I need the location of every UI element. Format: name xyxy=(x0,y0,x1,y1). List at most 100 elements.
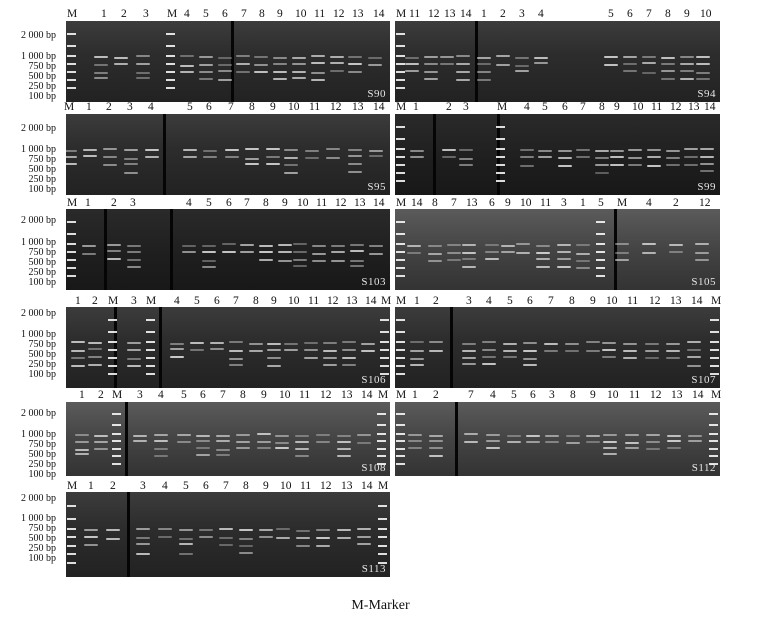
dna-band xyxy=(236,441,250,443)
dna-band xyxy=(628,157,642,159)
lane-label: 10 xyxy=(700,8,712,20)
dna-band xyxy=(249,343,263,345)
dna-band xyxy=(229,364,243,366)
dna-band xyxy=(348,155,362,157)
dna-band xyxy=(267,349,281,351)
dna-band xyxy=(357,528,371,530)
dna-band xyxy=(88,356,102,358)
dna-band xyxy=(647,149,661,151)
dna-band xyxy=(158,536,172,538)
dna-band xyxy=(296,545,310,547)
lane-label: 2 xyxy=(433,295,439,307)
ladder-band xyxy=(146,319,155,321)
ladder-band xyxy=(378,528,387,530)
ladder-band xyxy=(67,221,76,223)
ladder-band xyxy=(396,233,405,235)
dna-band xyxy=(687,365,701,367)
dna-band xyxy=(84,529,98,531)
lane-label: 8 xyxy=(249,101,255,113)
ladder-band xyxy=(378,562,387,564)
dna-band xyxy=(687,349,701,351)
ladder-band xyxy=(146,373,155,375)
dna-band xyxy=(106,538,120,540)
dna-band xyxy=(266,148,280,150)
dna-band xyxy=(462,266,476,268)
dna-band xyxy=(516,252,530,254)
lane-label: 9 xyxy=(271,295,277,307)
dna-band xyxy=(229,341,243,343)
bp-label: 1 000 bp xyxy=(21,513,56,524)
lane-label: 8 xyxy=(432,197,438,209)
dna-band xyxy=(520,149,534,151)
lane-label: 9 xyxy=(590,295,596,307)
dna-band xyxy=(642,72,656,74)
lane-label: M xyxy=(67,480,78,492)
dna-band xyxy=(558,150,572,152)
bp-label: 750 bp xyxy=(28,439,57,450)
dna-band xyxy=(94,72,108,74)
dna-band xyxy=(312,245,326,247)
dna-band xyxy=(642,56,656,58)
lane-label: 4 xyxy=(486,295,492,307)
ladder-band xyxy=(396,373,405,375)
ladder-band xyxy=(380,319,389,321)
ladder-band xyxy=(378,553,387,555)
bp-label: 1 000 bp xyxy=(21,51,56,62)
bp-label: 500 bp xyxy=(28,449,57,460)
dna-band xyxy=(323,350,337,352)
ladder-band xyxy=(378,545,387,547)
dna-band xyxy=(292,71,306,73)
dna-band xyxy=(170,343,184,345)
ladder-band xyxy=(496,138,505,140)
lane-label: 1 xyxy=(85,197,91,209)
ladder-band xyxy=(166,87,175,89)
dna-band xyxy=(464,441,478,443)
dna-band xyxy=(507,441,521,443)
dna-band xyxy=(254,71,268,73)
dna-band xyxy=(647,165,661,167)
dna-band xyxy=(84,544,98,546)
lane-label: 12 xyxy=(320,389,332,401)
ladder-band xyxy=(710,373,719,375)
dna-band xyxy=(266,156,280,158)
lane-label: 13 xyxy=(444,8,456,20)
ladder-band xyxy=(710,365,719,367)
dna-band xyxy=(615,243,629,245)
ladder-band xyxy=(108,341,117,343)
dna-band xyxy=(503,356,517,358)
bp-label: 500 bp xyxy=(28,533,57,544)
dna-band xyxy=(222,243,236,245)
ladder-band xyxy=(596,259,605,261)
ladder-band xyxy=(396,319,405,321)
gel-name-label: S90 xyxy=(367,88,386,100)
ladder-band xyxy=(396,259,405,261)
lane-label: 1 xyxy=(414,295,420,307)
dna-band xyxy=(222,251,236,253)
lane-label: M xyxy=(497,101,508,113)
lane-label: 2 xyxy=(110,480,116,492)
gel-divider xyxy=(614,209,617,290)
dna-band xyxy=(462,252,476,254)
lane-label: 5 xyxy=(598,197,604,209)
dna-band xyxy=(236,71,250,73)
dna-band xyxy=(576,149,590,151)
ladder-band xyxy=(146,341,155,343)
lane-label: 2 xyxy=(98,389,104,401)
dna-band xyxy=(586,441,600,443)
lane-label: 4 xyxy=(490,389,496,401)
bp-label: 500 bp xyxy=(28,257,57,268)
ladder-band xyxy=(396,267,405,269)
dna-band xyxy=(219,528,233,530)
gel-image-s112: S112 xyxy=(395,402,720,476)
lane-label: 9 xyxy=(270,101,276,113)
dna-band xyxy=(296,530,310,532)
lane-label: 10 xyxy=(288,295,300,307)
dna-band xyxy=(133,440,147,442)
ladder-band xyxy=(396,221,405,223)
dna-band xyxy=(684,156,698,158)
dna-band xyxy=(646,448,660,450)
dna-band xyxy=(229,358,243,360)
dna-band xyxy=(576,156,590,158)
lane-label: 12 xyxy=(670,101,682,113)
ladder-band xyxy=(396,413,405,415)
